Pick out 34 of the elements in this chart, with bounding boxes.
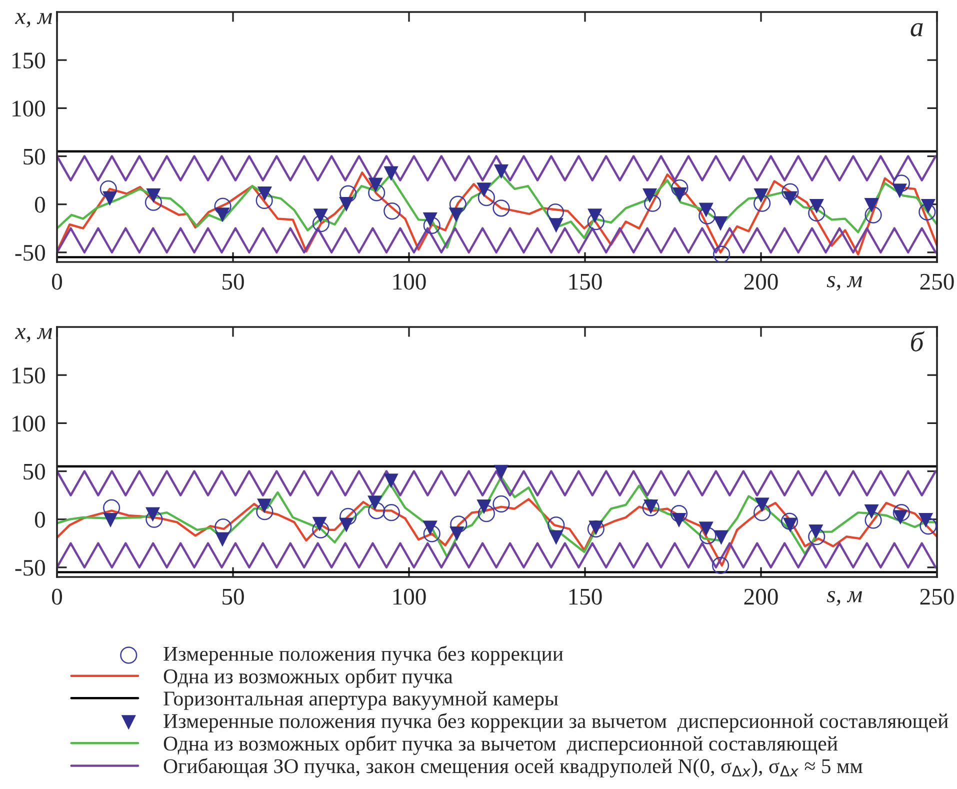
annotation: б <box>911 331 925 352</box>
legend-label: Горизонтальная апертура вакуумной камеры <box>164 691 558 710</box>
y-axis-title: x, м <box>14 13 52 28</box>
y-tick-label: 50 <box>24 464 45 480</box>
annotation: а <box>910 23 923 36</box>
y-tick-label: 150 <box>12 52 45 68</box>
x-tick-label: 150 <box>569 588 602 605</box>
x-tick-label: 50 <box>222 588 244 605</box>
x-tick-label: 100 <box>393 588 426 605</box>
y-tick-label: 50 <box>24 148 45 165</box>
y-tick-label: -50 <box>15 560 45 576</box>
x-tick-label: 100 <box>393 274 426 290</box>
x-tick-label: 0 <box>52 274 62 290</box>
legend-label: Измеренные положения пучка без коррекции <box>164 646 564 666</box>
x-tick-label: 250 <box>920 588 954 605</box>
legend-label: Одна из возможных орбит пучка за вычетом дисперсионной составляющей <box>164 736 838 755</box>
legend-label: Одна из возможных орбит пучка <box>164 668 453 688</box>
legend-label: Измеренные положения пучка без коррекции за вычетом дисперсионной составляющей <box>164 713 948 732</box>
legend-label: Огибающая ЗО пучка, закон смещения осей квадруполей N(0, σ$_{Δx}$), σ$_{Δx}$ ≈ 5 мм <box>164 758 862 778</box>
y-axis-title: x, м <box>14 328 52 343</box>
x-tick-label: 200 <box>744 274 778 290</box>
x-axis-title: s, м <box>826 591 862 606</box>
y-tick-label: 0 <box>34 512 45 528</box>
x-axis-title: s, м <box>826 276 862 291</box>
x-tick-label: 50 <box>222 274 244 290</box>
y-tick-label: 150 <box>12 368 45 384</box>
x-tick-label: 0 <box>52 588 62 605</box>
x-tick-label: 200 <box>744 588 778 605</box>
y-tick-label: -50 <box>15 244 45 261</box>
x-tick-label: 150 <box>569 274 602 290</box>
y-tick-label: 100 <box>12 416 45 432</box>
y-tick-label: 0 <box>34 196 45 213</box>
x-tick-label: 250 <box>920 274 954 290</box>
y-tick-label: 100 <box>12 100 45 117</box>
